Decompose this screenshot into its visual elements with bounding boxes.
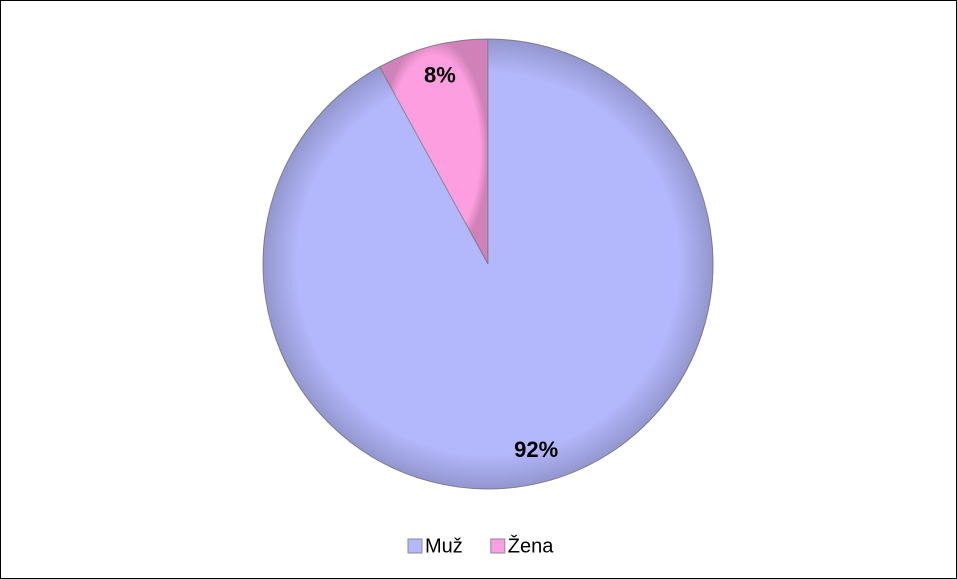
legend-label: Žena — [508, 534, 554, 557]
legend-swatch — [490, 538, 506, 554]
data-label: 8% — [424, 62, 456, 87]
legend: Muž Žena — [407, 534, 554, 557]
legend-label: Muž — [425, 535, 463, 557]
data-label: 92% — [514, 437, 558, 462]
legend-swatch — [407, 538, 423, 554]
pie: 92% 8% — [262, 38, 714, 490]
